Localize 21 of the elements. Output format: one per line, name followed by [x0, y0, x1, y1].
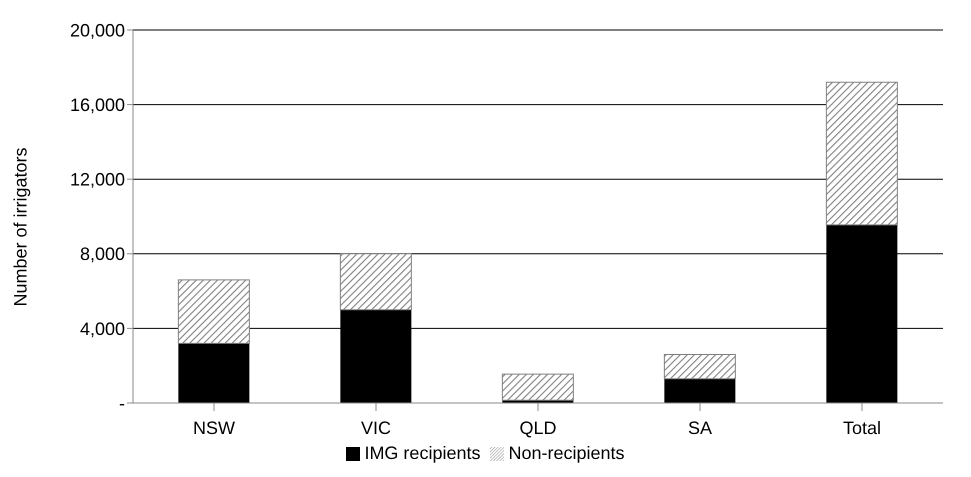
y-tick-label: 4,000	[80, 318, 125, 339]
y-tick-label: 16,000	[70, 94, 125, 115]
y-tick-label: -	[119, 393, 125, 414]
x-tick-label: VIC	[360, 418, 392, 438]
y-tick-label: 8,000	[80, 244, 125, 264]
x-tick-label: NSW	[193, 418, 236, 438]
y-tick-label: 12,000	[70, 170, 125, 190]
bar	[664, 378, 736, 403]
bar	[178, 279, 250, 344]
x-tick-label: Total	[842, 418, 882, 438]
legend-label: Non-recipients	[508, 443, 625, 463]
y-axis-title: Number of irrigators	[10, 147, 30, 306]
bar	[826, 82, 898, 226]
bar	[502, 374, 574, 401]
x-tick-label: QLD	[519, 418, 557, 438]
bar	[340, 253, 412, 310]
x-tick-label: SA	[688, 418, 712, 438]
y-tick-label: 20,000	[70, 20, 125, 40]
legend-label: IMG recipients	[364, 443, 480, 463]
bar	[178, 343, 250, 403]
bar	[664, 354, 736, 380]
